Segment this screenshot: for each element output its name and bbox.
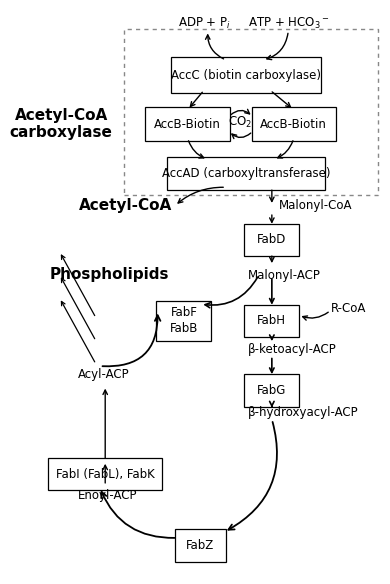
Text: ATP + HCO$_3$$^-$: ATP + HCO$_3$$^-$: [248, 15, 329, 30]
Text: β-ketoacyl-ACP: β-ketoacyl-ACP: [248, 343, 337, 356]
FancyBboxPatch shape: [145, 107, 230, 141]
FancyBboxPatch shape: [167, 157, 325, 190]
Text: Acetyl-CoA: Acetyl-CoA: [79, 199, 172, 213]
FancyBboxPatch shape: [156, 301, 211, 340]
Text: AccB-Biotin: AccB-Biotin: [261, 118, 327, 131]
Text: FabG: FabG: [257, 384, 287, 397]
Text: Malonyl-CoA: Malonyl-CoA: [279, 199, 353, 213]
Text: FabH: FabH: [257, 314, 286, 328]
FancyBboxPatch shape: [175, 529, 226, 562]
Text: AccB-Biotin: AccB-Biotin: [154, 118, 221, 131]
FancyBboxPatch shape: [48, 458, 162, 491]
Text: Enoyl-ACP: Enoyl-ACP: [78, 489, 137, 502]
Text: Acyl-ACP: Acyl-ACP: [78, 368, 129, 381]
FancyBboxPatch shape: [245, 224, 299, 256]
Text: β-hydroxyacyl-ACP: β-hydroxyacyl-ACP: [248, 406, 359, 419]
Text: FabI (FabL), FabK: FabI (FabL), FabK: [56, 468, 154, 481]
Text: R-CoA: R-CoA: [330, 302, 366, 315]
Text: FabD: FabD: [257, 234, 287, 246]
FancyBboxPatch shape: [245, 305, 299, 337]
Text: Malonyl-ACP: Malonyl-ACP: [248, 269, 321, 282]
FancyBboxPatch shape: [245, 374, 299, 406]
Text: AccAD (carboxyltransferase): AccAD (carboxyltransferase): [162, 167, 330, 180]
Text: ADP + P$_i$: ADP + P$_i$: [177, 15, 230, 30]
Text: AccC (biotin carboxylase): AccC (biotin carboxylase): [171, 68, 321, 82]
FancyBboxPatch shape: [252, 107, 336, 141]
FancyBboxPatch shape: [171, 57, 321, 93]
Text: Acetyl-CoA
carboxylase: Acetyl-CoA carboxylase: [10, 108, 113, 140]
Text: FabF
FabB: FabF FabB: [170, 307, 198, 335]
Text: CO$_2$: CO$_2$: [228, 115, 252, 130]
Text: Phospholipids: Phospholipids: [50, 267, 169, 282]
Text: FabZ: FabZ: [186, 539, 214, 552]
